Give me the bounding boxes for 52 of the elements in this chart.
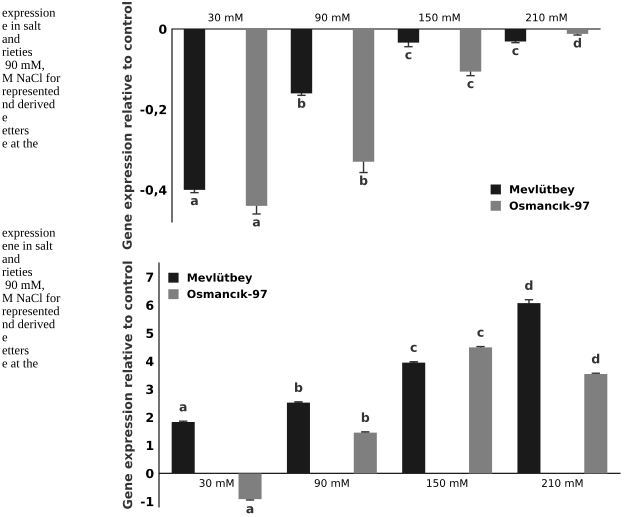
bar: [584, 374, 608, 474]
annotation: b: [362, 412, 370, 422]
annotation: d: [525, 280, 532, 290]
annotation: b: [295, 382, 302, 392]
x-tick-label: 210 mM: [542, 479, 583, 487]
legend-label: Osmancık-97: [187, 290, 267, 298]
annotation: a: [190, 198, 198, 206]
annotation: c: [405, 52, 412, 60]
bar: [286, 402, 310, 474]
annotation: c: [467, 81, 474, 88]
y-tick-label: -1: [140, 497, 154, 506]
y-tick-label: 2: [146, 412, 154, 422]
y-tick-label: 7: [146, 272, 154, 282]
y-axis-title: Gene expression relative to control: [122, 2, 134, 250]
bar: [172, 422, 195, 474]
annotation: c: [477, 330, 484, 337]
bar: [402, 362, 426, 474]
annotation: a: [246, 506, 254, 514]
bar: [517, 303, 540, 474]
y-tick-label: 1: [146, 440, 154, 450]
bar: [354, 432, 377, 474]
y-tick-label: 5: [146, 328, 154, 338]
x-tick-label: 30 mM: [200, 479, 234, 487]
y-tick-label: 6: [146, 300, 154, 310]
legend-label: Mevlütbey: [188, 273, 252, 284]
y-axis-title: Gene expression relative to control: [122, 262, 135, 509]
annotation: a: [252, 219, 260, 227]
annotation: d: [574, 38, 581, 48]
x-tick-label: 150 mM: [419, 14, 460, 22]
y-tick-label: 3: [146, 384, 154, 394]
annotation: b: [298, 98, 306, 108]
x-tick-label: 150 mM: [427, 479, 468, 487]
y-tick-label: 0: [146, 468, 154, 478]
bar: [469, 347, 492, 474]
y-tick-label: -0,4: [140, 185, 167, 196]
annotation: c: [512, 48, 518, 56]
legend-label: Mevlütbey: [510, 184, 574, 196]
y-tick-label: 4: [146, 356, 154, 366]
x-tick-label: 30 mM: [208, 14, 242, 22]
x-tick-label: 90 mM: [315, 14, 350, 22]
x-tick-label: 90 mM: [314, 479, 349, 487]
annotation: a: [180, 404, 186, 412]
text: expression e in salt and rieties 90 mM, M NaCl for represented nd derived e etters e at the: [2, 8, 60, 148]
x-tick-label: 210 mM: [526, 14, 567, 22]
annotation: d: [592, 354, 600, 364]
annotation: c: [410, 344, 417, 352]
annotation: b: [360, 175, 368, 186]
y-tick-label: 0: [159, 24, 167, 34]
bar: [238, 473, 262, 500]
legend-label: Osmancık-97: [510, 201, 590, 210]
text: expression ene in salt and rieties 90 mM, M NaCl for represented nd derived e etters e at the: [2, 228, 60, 368]
y-tick-label: -0,2: [140, 104, 166, 116]
